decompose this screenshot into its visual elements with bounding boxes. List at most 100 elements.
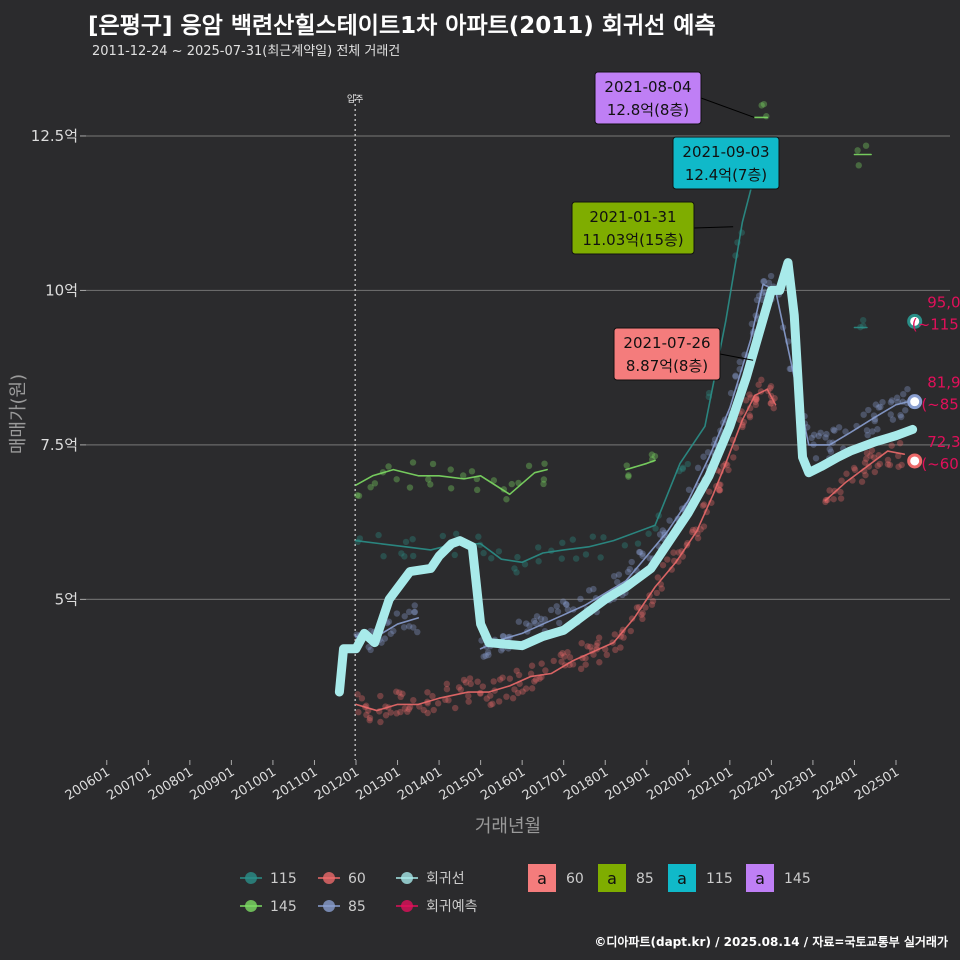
x-tick-label: 201201	[312, 765, 362, 804]
scatter-point-115	[475, 533, 482, 540]
forecast-point	[907, 394, 923, 410]
scatter-point-60	[443, 680, 451, 688]
scatter-point-60	[515, 671, 523, 679]
scatter-point-60	[387, 709, 394, 716]
scatter-point-85	[666, 517, 673, 524]
scatter-point-60	[838, 477, 845, 484]
x-tick-label: 201501	[437, 765, 487, 804]
scatter-point-60	[603, 651, 611, 659]
scatter-point-145	[371, 480, 379, 487]
scatter-point-85	[485, 651, 492, 659]
annotation-box	[594, 71, 702, 125]
legend-box-glyph: a	[755, 869, 765, 888]
scatter-point-115	[600, 534, 607, 541]
scatter-point-60	[401, 705, 409, 712]
x-tick-label: 201601	[478, 765, 528, 804]
scatter-point-85	[659, 527, 667, 534]
legend-label: 회귀선	[426, 871, 465, 887]
scatter-point-85	[480, 653, 487, 660]
scatter-point-85	[526, 622, 533, 629]
scatter-point-60	[752, 401, 759, 409]
scatter-point-85	[639, 550, 646, 557]
scatter-point-60	[850, 464, 858, 472]
scatter-point-85	[628, 558, 635, 566]
legend-box-swatch	[528, 864, 556, 892]
scatter-point-60	[895, 463, 902, 470]
scatter-point-85	[822, 434, 829, 441]
legend-item-회귀예측: 회귀예측	[396, 899, 478, 915]
scatter-point-85	[872, 401, 880, 408]
annotation-price: 11.03억(15층)	[582, 231, 683, 249]
scatter-point-85	[727, 389, 735, 397]
scatter-point-85	[869, 428, 876, 435]
legend-box-item-115: a 115	[668, 864, 733, 892]
scatter-point-60	[767, 383, 775, 390]
scatter-point-60	[716, 487, 723, 494]
scatter-point-145	[385, 463, 392, 470]
scatter-point-60	[366, 717, 373, 724]
scatter-point-60	[522, 685, 530, 692]
scatter-point-60	[861, 459, 869, 466]
scatter-point-60	[732, 444, 740, 451]
forecast-value-label: 81,964	[927, 374, 960, 392]
series-line-60	[355, 388, 777, 712]
scatter-point-60	[659, 561, 667, 569]
scatter-point-85	[732, 372, 739, 379]
scatter-point-115	[572, 555, 580, 562]
scatter-point-145	[367, 483, 374, 491]
scatter-point-60	[770, 404, 777, 412]
scatter-point-60	[858, 478, 866, 485]
scatter-point-145	[447, 466, 454, 473]
scatter-point-85	[897, 411, 904, 419]
scatter-point-145	[648, 451, 656, 458]
scatter-point-60	[884, 456, 892, 464]
scatter-point-60	[558, 658, 565, 665]
legend-box-label: 60	[566, 871, 584, 887]
scatter-point-60	[528, 685, 536, 692]
scatter-point-85	[830, 426, 837, 433]
scatter-point-115	[559, 539, 566, 547]
scatter-point-60	[617, 644, 624, 651]
scatter-point-60	[594, 639, 601, 647]
y-tick-label: 12.5억	[31, 127, 78, 145]
scatter-point-115	[380, 553, 387, 560]
scatter-point-85	[817, 429, 824, 436]
scatter-point-115	[480, 549, 487, 557]
scatter-point-60	[465, 692, 472, 700]
legend-label: 85	[348, 899, 366, 915]
scatter-point-60	[509, 695, 517, 702]
legend-item-145: 145	[240, 899, 297, 915]
scatter-point-60	[638, 611, 645, 618]
chart-subtitle: 2011-12-24 ~ 2025-07-31(최근계약일) 전체 거래건	[92, 44, 401, 59]
scatter-point-60	[559, 649, 566, 657]
scatter-point-60	[527, 670, 535, 677]
scatter-point-115	[558, 555, 565, 562]
scatter-point-60	[822, 498, 829, 506]
scatter-point-115	[684, 460, 692, 468]
scatter-point-115	[589, 533, 597, 540]
scatter-point-60	[675, 549, 682, 556]
scatter-point-60	[538, 660, 545, 667]
scatter-point-60	[532, 676, 540, 683]
scatter-point-60	[557, 651, 564, 659]
scatter-point-60	[503, 693, 510, 700]
scatter-point-145	[406, 484, 414, 491]
scatter-point-60	[499, 674, 506, 681]
scatter-point-145	[862, 142, 870, 149]
scatter-point-115	[401, 553, 408, 560]
scatter-point-145	[854, 147, 861, 154]
scatter-point-115	[521, 561, 529, 568]
scatter-point-85	[564, 606, 572, 613]
annotation-price: 8.87억(8층)	[626, 357, 708, 375]
legend-label: 115	[270, 871, 297, 887]
scatter-point-115	[859, 316, 867, 324]
scatter-point-85	[889, 416, 897, 423]
scatter-point-60	[487, 692, 494, 699]
scatter-point-145	[508, 480, 515, 488]
scatter-point-145	[447, 485, 455, 492]
scatter-point-145	[760, 100, 768, 108]
scatter-point-115	[679, 464, 687, 471]
legend-label: 60	[348, 871, 366, 887]
annotation-leader	[693, 226, 734, 229]
